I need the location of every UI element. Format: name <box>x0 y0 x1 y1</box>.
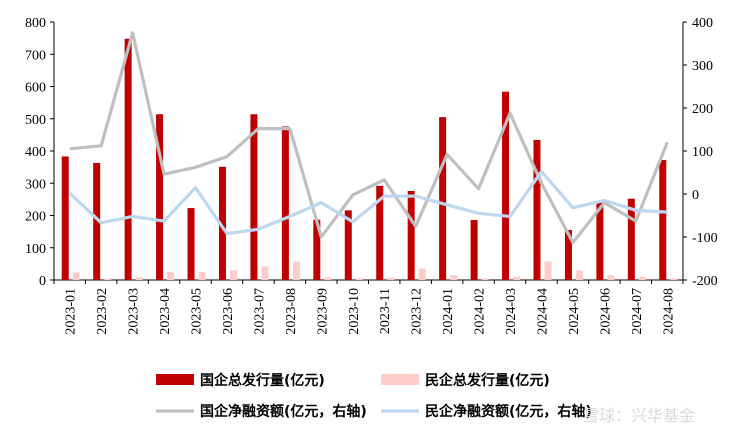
soe-issuance-bar <box>156 114 164 280</box>
soe-issuance-bar <box>93 162 101 280</box>
soe-issuance-bar <box>250 114 258 280</box>
private-issuance-bar <box>544 261 552 280</box>
private-issuance-bar <box>670 278 678 280</box>
soe-issuance-bar <box>502 91 510 280</box>
soe-issuance-bar <box>407 190 415 280</box>
x-tick-label: 2023-01 <box>64 288 79 335</box>
right-tick-label: 400 <box>692 16 713 31</box>
x-tick-label: 2023-06 <box>221 288 236 335</box>
soe-issuance-bar <box>187 208 195 280</box>
x-tick-label: 2024-01 <box>441 288 456 335</box>
private-issuance-bar <box>72 272 80 280</box>
legend-label: 国企总发行量(亿元) <box>200 372 325 389</box>
legend-item: 民企总发行量(亿元) <box>381 372 550 389</box>
private-issuance-bar <box>387 277 395 280</box>
soe-issuance-bar <box>439 117 447 280</box>
line-series <box>68 31 669 245</box>
soe-net-financing-line <box>69 31 669 245</box>
legend-item: 国企总发行量(亿元) <box>156 372 325 389</box>
watermark: 雪球：兴华基金 <box>583 406 695 425</box>
left-tick-label: 200 <box>25 210 46 225</box>
legend-label: 民企总发行量(亿元) <box>425 372 550 389</box>
x-tick-label: 2024-05 <box>567 288 582 335</box>
left-tick-label: 800 <box>25 16 46 31</box>
private-issuance-bar <box>198 271 206 280</box>
legend: 国企总发行量(亿元) 民企总发行量(亿元) 国企净融资额(亿元，右轴) 民企净融资额(… <box>156 372 592 420</box>
right-tick-label: -200 <box>692 274 718 289</box>
soe-issuance-bar <box>344 210 352 280</box>
soe-issuance-bar <box>281 126 289 281</box>
soe-issuance-bar <box>596 202 604 280</box>
private-issuance-bar <box>167 271 175 280</box>
x-tick-label: 2024-03 <box>504 288 519 335</box>
left-tick-label: 100 <box>25 242 46 257</box>
legend-swatch <box>156 374 194 385</box>
private-issuance-bar <box>638 276 646 280</box>
x-tick-label: 2023-04 <box>158 288 173 335</box>
x-axis-ticks: 2023-01 2023-02 2023-03 2023-04 2023-05 2023-… <box>53 280 684 335</box>
right-tick-label: 300 <box>692 59 713 74</box>
bar-series <box>61 38 678 281</box>
private-issuance-bar <box>355 278 363 280</box>
private-issuance-bar <box>324 277 332 280</box>
private-issuance-bar <box>104 278 112 280</box>
legend-item: 国企净融资额(亿元，右轴) <box>156 403 367 420</box>
private-issuance-bar <box>481 278 489 280</box>
x-tick-label: 2023-02 <box>95 288 110 335</box>
soe-issuance-bar <box>564 230 572 280</box>
legend-swatch <box>381 374 419 385</box>
x-tick-label: 2023-08 <box>284 288 299 335</box>
left-tick-label: 0 <box>39 274 46 289</box>
private-issuance-bar <box>292 261 300 280</box>
private-issuance-bar <box>607 275 615 280</box>
x-tick-label: 2023-12 <box>410 288 425 335</box>
private-issuance-bar <box>513 276 521 280</box>
right-tick-label: -100 <box>692 231 718 246</box>
soe-issuance-bar <box>313 219 321 280</box>
soe-issuance-bar <box>376 185 384 280</box>
x-tick-label: 2024-04 <box>535 288 550 335</box>
plot-frame <box>53 22 684 281</box>
private-issuance-bar <box>418 268 426 280</box>
x-tick-label: 2023-10 <box>347 288 362 335</box>
x-tick-label: 2023-07 <box>252 288 267 335</box>
private-issuance-bar <box>135 277 143 280</box>
left-axis-ticks: 0 100 200 300 400 500 600 700 800 <box>25 16 54 289</box>
private-issuance-bar <box>229 270 237 280</box>
right-tick-label: 0 <box>692 188 699 203</box>
x-tick-label: 2023-11 <box>378 288 393 334</box>
left-tick-label: 300 <box>25 177 46 192</box>
x-tick-label: 2023-05 <box>190 288 205 335</box>
legend-item: 民企净融资额(亿元，右轴) <box>381 403 592 420</box>
x-tick-label: 2024-06 <box>598 288 613 335</box>
soe-issuance-bar <box>627 198 635 280</box>
x-tick-label: 2023-09 <box>315 288 330 335</box>
private-issuance-bar <box>450 275 458 280</box>
private-issuance-bar <box>575 270 583 280</box>
left-tick-label: 400 <box>25 145 46 160</box>
soe-issuance-bar <box>659 160 667 280</box>
left-tick-label: 600 <box>25 81 46 96</box>
right-tick-label: 100 <box>692 145 713 160</box>
private-net-financing-line <box>68 170 668 236</box>
x-tick-label: 2023-03 <box>127 288 142 335</box>
soe-issuance-bar <box>470 220 478 280</box>
right-axis-ticks: -200 -100 0 100 200 300 400 <box>683 16 718 289</box>
soe-issuance-bar <box>124 38 132 280</box>
soe-issuance-bar <box>533 140 541 280</box>
legend-label: 国企净融资额(亿元，右轴) <box>200 403 367 420</box>
legend-label: 民企净融资额(亿元，右轴) <box>425 403 592 420</box>
x-tick-label: 2024-02 <box>473 288 488 335</box>
left-tick-label: 700 <box>25 48 46 63</box>
private-issuance-bar <box>261 266 269 280</box>
x-tick-label: 2024-08 <box>661 288 676 335</box>
soe-issuance-bar <box>61 156 69 280</box>
x-tick-label: 2024-07 <box>630 288 645 335</box>
right-tick-label: 200 <box>692 102 713 117</box>
soe-issuance-bar <box>218 166 226 280</box>
left-tick-label: 500 <box>25 113 46 128</box>
